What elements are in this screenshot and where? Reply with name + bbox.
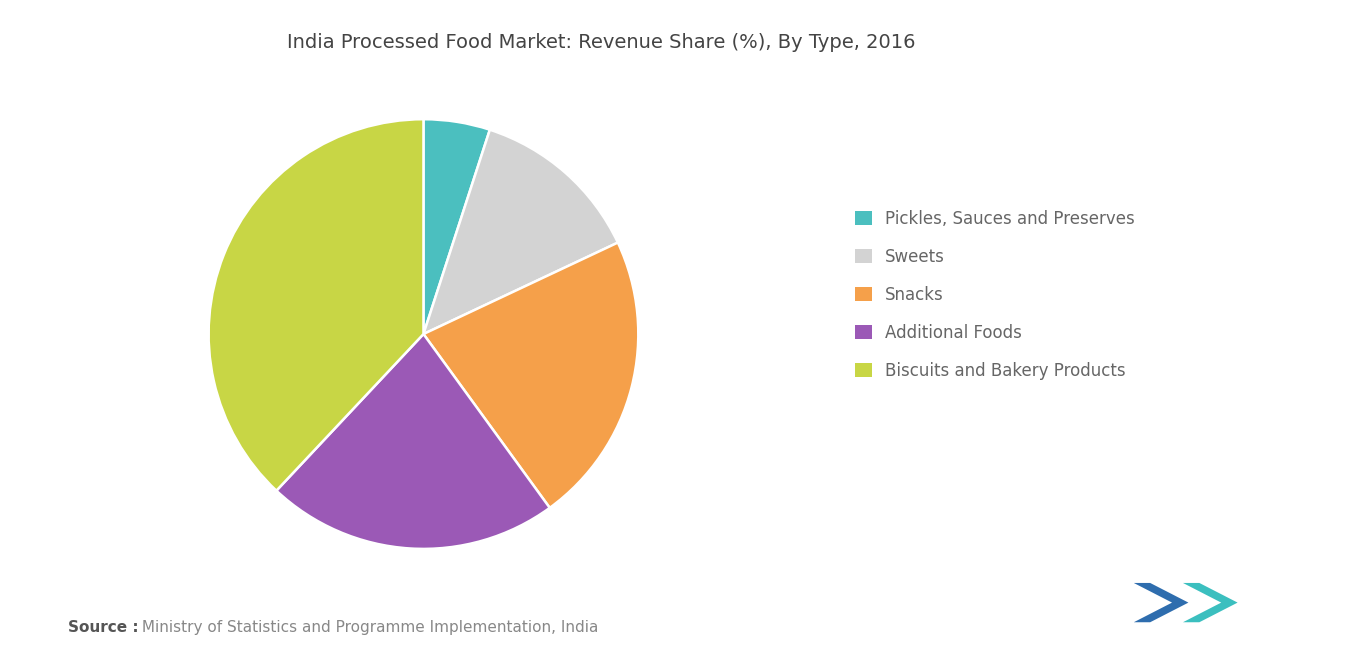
Wedge shape (423, 242, 638, 508)
Text: India Processed Food Market: Revenue Share (%), By Type, 2016: India Processed Food Market: Revenue Sha… (287, 33, 915, 52)
Polygon shape (1134, 583, 1188, 622)
Legend: Pickles, Sauces and Preserves, Sweets, Snacks, Additional Foods, Biscuits and Ba: Pickles, Sauces and Preserves, Sweets, S… (855, 210, 1135, 380)
Wedge shape (423, 130, 617, 334)
Wedge shape (423, 119, 490, 334)
Polygon shape (1183, 583, 1238, 622)
Text: Ministry of Statistics and Programme Implementation, India: Ministry of Statistics and Programme Imp… (137, 620, 598, 635)
Wedge shape (276, 334, 549, 549)
Text: Source :: Source : (68, 620, 139, 635)
Wedge shape (209, 119, 423, 491)
